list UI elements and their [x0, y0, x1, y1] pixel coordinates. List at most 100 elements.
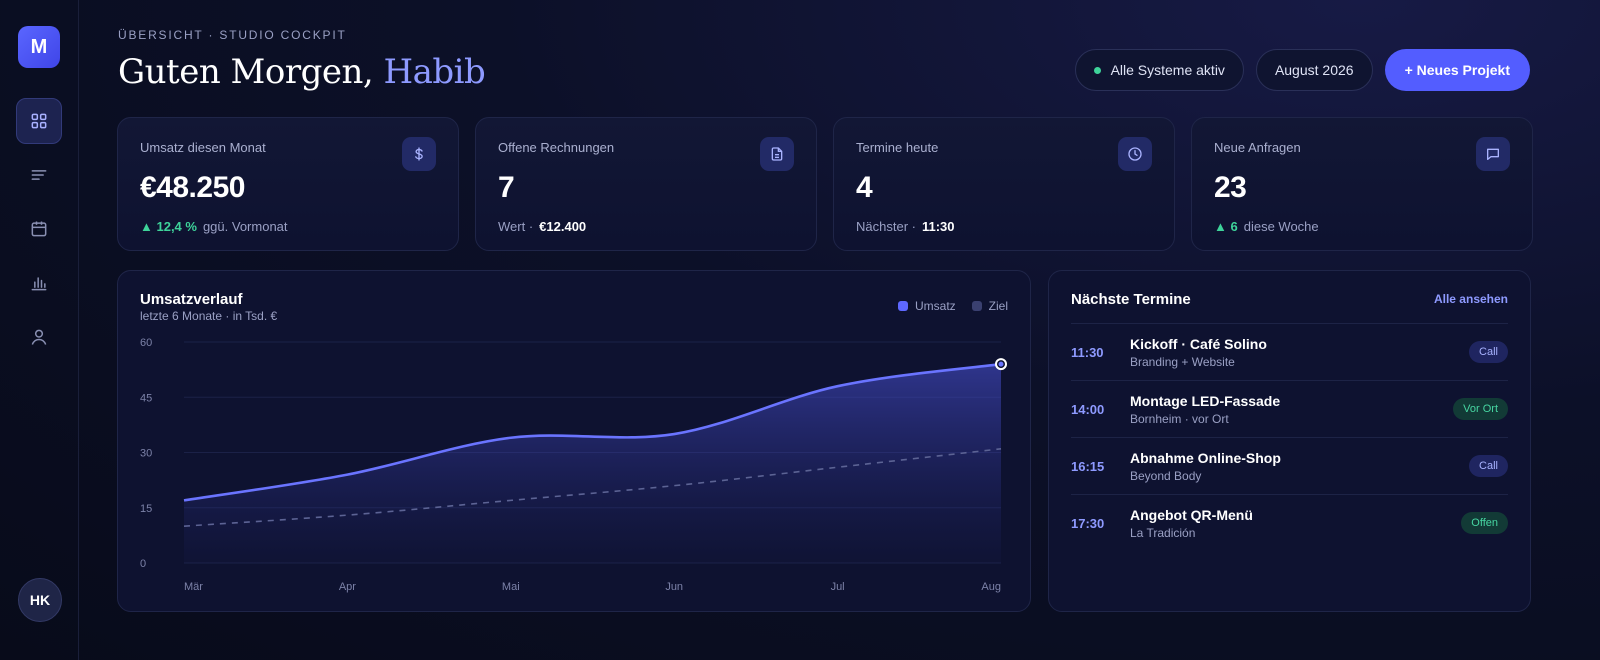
appointment-time: 14:00 — [1071, 402, 1105, 417]
appointment-title: Angebot QR-Menü — [1130, 507, 1253, 523]
page-eyebrow: ÜBERSICHT · STUDIO COCKPIT — [118, 28, 347, 42]
page-header: ÜBERSICHT · STUDIO COCKPIT Guten Morgen,… — [118, 28, 1530, 98]
kpi-footer: ▲ 6 diese Woche — [1214, 219, 1510, 234]
date-picker-pill[interactable]: August 2026 — [1255, 49, 1373, 91]
new-project-button[interactable]: + Neues Projekt — [1384, 49, 1530, 91]
kpi-value: 7 — [498, 171, 515, 204]
app-logo[interactable]: M — [18, 26, 60, 68]
nav-item-calendar[interactable] — [16, 206, 62, 252]
footer-value: 11:30 — [921, 219, 955, 234]
x-tick-label: Jun — [665, 581, 683, 593]
chart-legend: Umsatz Ziel — [897, 299, 1008, 313]
appointment-item[interactable]: 14:00 Montage LED-Fassade Bornheim · vor… — [1071, 380, 1508, 437]
bar-chart-icon — [31, 277, 47, 291]
nav-item-reports[interactable] — [16, 260, 62, 306]
system-status-label: Alle Systeme aktiv — [1110, 62, 1225, 78]
x-tick-label: Jul — [831, 581, 845, 593]
footer-label: Wert · — [498, 219, 534, 234]
page-title: Guten Morgen, Habib — [118, 52, 1530, 92]
sidebar-nav — [16, 98, 62, 360]
appointment-item[interactable]: 11:30 Kickoff · Café Solino Branding + W… — [1071, 323, 1508, 380]
series-line-ziel — [183, 448, 1002, 527]
appointment-tag: Call — [1469, 455, 1508, 477]
y-tick-label: 60 — [140, 337, 152, 349]
legend-swatch — [897, 301, 908, 311]
kpi-footer: ▲ 12,4 % ggü. Vormonat — [140, 219, 436, 234]
calendar-icon — [31, 221, 47, 237]
status-dot — [1093, 66, 1101, 74]
appointment-subtitle: La Tradición — [1130, 526, 1196, 540]
user-icon — [31, 329, 47, 345]
area-fill-umsatz — [184, 364, 1001, 563]
date-label: August 2026 — [1274, 62, 1354, 78]
y-tick-label: 30 — [140, 448, 152, 460]
greeting-text: Guten Morgen, — [118, 52, 374, 92]
data-point-latest-core — [998, 361, 1004, 367]
dollar-icon — [402, 137, 436, 171]
trend-value: ▲ 6 — [1214, 219, 1238, 234]
appointment-list: 11:30 Kickoff · Café Solino Branding + W… — [1071, 323, 1508, 551]
legend-item-ziel[interactable]: Ziel — [971, 299, 1008, 313]
nav-item-dashboard[interactable] — [16, 98, 62, 144]
message-icon — [1476, 137, 1510, 171]
kpi-card-invoices[interactable]: Offene Rechnungen 7 Wert · €12.400 — [475, 117, 817, 251]
trend-caption: ggü. Vormonat — [202, 219, 288, 234]
appointment-tag: Call — [1469, 341, 1508, 363]
x-tick-label: Apr — [339, 581, 356, 593]
revenue-chart-card: Umsatzverlauf letzte 6 Monate · in Tsd. … — [117, 270, 1031, 612]
appointment-title: Kickoff · Café Solino — [1130, 336, 1267, 352]
appointment-tag: Offen — [1461, 512, 1508, 534]
appointment-tag: Vor Ort — [1453, 398, 1508, 420]
avatar[interactable]: HK — [18, 578, 62, 622]
y-tick-label: 45 — [140, 392, 152, 404]
kpi-row: Umsatz diesen Monat €48.250 ▲ 12,4 % ggü… — [117, 117, 1533, 251]
kpi-card-revenue[interactable]: Umsatz diesen Monat €48.250 ▲ 12,4 % ggü… — [117, 117, 459, 251]
kpi-value: 4 — [856, 171, 873, 204]
x-tick-label: Aug — [981, 581, 1001, 593]
kpi-label: Neue Anfragen — [1214, 140, 1301, 155]
chart-subtitle: letzte 6 Monate · in Tsd. € — [140, 309, 278, 323]
footer-value: €12.400 — [539, 219, 587, 234]
kpi-value: 23 — [1214, 171, 1247, 204]
appointment-title: Abnahme Online-Shop — [1130, 450, 1281, 466]
grid-icon — [31, 113, 47, 129]
legend-label: Umsatz — [914, 299, 956, 313]
kpi-label: Umsatz diesen Monat — [140, 140, 266, 155]
appointments-title: Nächste Termine — [1071, 291, 1191, 308]
nav-item-list[interactable] — [16, 152, 62, 198]
view-all-link[interactable]: Alle ansehen — [1433, 292, 1508, 306]
kpi-label: Offene Rechnungen — [498, 140, 615, 155]
chart-title: Umsatzverlauf — [140, 291, 243, 308]
header-actions: Alle Systeme aktiv August 2026 + Neues P… — [1074, 49, 1530, 91]
series-line-umsatz — [183, 362, 1002, 502]
nav-item-profile[interactable] — [16, 314, 62, 360]
appointment-item[interactable]: 16:15 Abnahme Online-Shop Beyond Body Ca… — [1071, 437, 1508, 494]
y-tick-label: 15 — [140, 503, 152, 515]
system-status-pill[interactable]: Alle Systeme aktiv — [1074, 49, 1244, 91]
list-icon — [31, 170, 47, 180]
kpi-label: Termine heute — [856, 140, 939, 155]
appointment-subtitle: Beyond Body — [1130, 469, 1202, 483]
appointment-item[interactable]: 17:30 Angebot QR-Menü La Tradición Offen — [1071, 494, 1508, 551]
appointment-title: Montage LED-Fassade — [1130, 393, 1281, 409]
kpi-card-appointments[interactable]: Termine heute 4 Nächster · 11:30 — [833, 117, 1175, 251]
kpi-card-requests[interactable]: Neue Anfragen 23 ▲ 6 diese Woche — [1191, 117, 1533, 251]
revenue-chart[interactable]: 0 15 30 45 60 Mär Apr Mai Jun Jul Aug — [118, 271, 1032, 613]
user-name: Habib — [383, 52, 486, 92]
appointment-subtitle: Bornheim · vor Ort — [1130, 412, 1229, 426]
appointment-subtitle: Branding + Website — [1130, 355, 1235, 369]
x-tick-label: Mär — [184, 581, 203, 593]
kpi-footer: Nächster · 11:30 — [856, 219, 1152, 234]
x-tick-label: Mai — [502, 581, 520, 593]
kpi-footer: Wert · €12.400 — [498, 219, 794, 234]
appointment-time: 11:30 — [1071, 345, 1104, 360]
legend-item-umsatz[interactable]: Umsatz — [897, 299, 956, 313]
clock-icon — [1118, 137, 1152, 171]
y-tick-label: 0 — [140, 558, 146, 570]
trend-value: ▲ 12,4 % — [140, 219, 197, 234]
trend-caption: diese Woche — [1243, 219, 1319, 234]
appointments-card: Nächste Termine Alle ansehen 11:30 Kicko… — [1048, 270, 1531, 612]
legend-swatch — [971, 301, 982, 311]
document-icon — [760, 137, 794, 171]
appointment-time: 16:15 — [1071, 459, 1105, 474]
